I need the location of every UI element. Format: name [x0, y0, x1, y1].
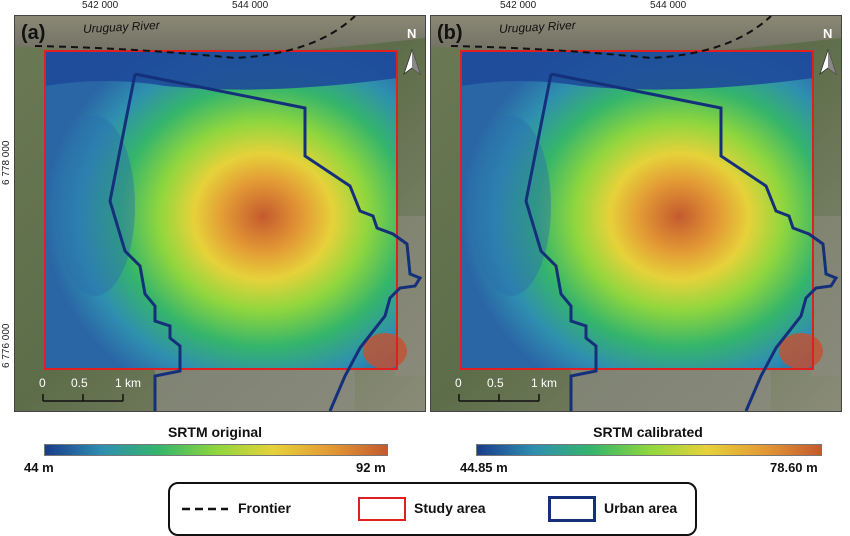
scale-label-0: 0: [455, 376, 462, 390]
colorbar-a: [44, 444, 388, 456]
dem-high-south: [363, 333, 407, 369]
x-tick-544000-a: 544 000: [232, 0, 269, 11]
x-tick-542000-b: 542 000: [500, 0, 537, 11]
colorbar-max-b: 78.60 m: [770, 460, 818, 475]
river-water: [15, 16, 425, 56]
study-area-outline: [460, 50, 814, 370]
study-area-swatch: [358, 497, 406, 521]
urban-area-swatch: [548, 496, 596, 522]
scale-label-0: 0: [39, 376, 46, 390]
colorbar-max-a: 92 m: [356, 460, 386, 475]
study-area-outline: [44, 50, 398, 370]
panel-label: (b): [437, 22, 463, 44]
scale-label-1km: 1 km: [531, 376, 558, 390]
north-label: N: [407, 26, 417, 41]
y-tick-6778000: 6 778 000: [1, 140, 12, 186]
legend-study-area-label: Study area: [414, 500, 486, 516]
scale-label-1km: 1 km: [115, 376, 142, 390]
colorbar-b: [476, 444, 822, 456]
dem-low-west: [55, 116, 135, 296]
scale-bar: [458, 394, 540, 402]
scale-bar: [42, 394, 124, 402]
urban-area-outline: [524, 72, 839, 411]
urban-texture: [155, 366, 355, 411]
map-a-canvas: [15, 16, 425, 411]
x-tick-544000-b: 544 000: [650, 0, 687, 11]
frontier-line: [34, 16, 356, 60]
map-b-canvas: [431, 16, 841, 411]
colorbar-min-b: 44.85 m: [460, 460, 508, 475]
frontier-line: [450, 16, 772, 60]
colorbar-title-b: SRTM calibrated: [593, 424, 703, 440]
x-tick-542000-a: 542 000: [82, 0, 119, 11]
dem-high-south: [779, 333, 823, 369]
map-panel-a: (a) Uruguay River N 0 0.5 1 km: [14, 15, 426, 412]
legend-urban-area-label: Urban area: [604, 500, 678, 516]
dem-raster: [461, 51, 813, 369]
river-water: [431, 16, 841, 56]
map-panel-b: (b) Uruguay River N 0 0.5 1 km: [430, 15, 842, 412]
north-label: N: [823, 26, 833, 41]
panel-label: (a): [21, 22, 46, 44]
dem-low-west: [471, 116, 551, 296]
colorbar-title-a: SRTM original: [167, 424, 263, 440]
dem-raster: [45, 51, 397, 369]
scale-label-half: 0.5: [71, 376, 88, 390]
map-legend: Frontier Study area Urban area: [168, 482, 697, 536]
urban-texture: [571, 366, 771, 411]
legend-frontier-label: Frontier: [238, 500, 291, 516]
scale-label-half: 0.5: [487, 376, 504, 390]
y-tick-6776000: 6 776 000: [1, 323, 12, 369]
frontier-swatch: [182, 507, 228, 511]
north-arrow-icon: [403, 48, 421, 76]
urban-area-outline: [108, 72, 423, 411]
north-arrow-icon: [819, 48, 837, 76]
colorbar-min-a: 44 m: [24, 460, 54, 475]
